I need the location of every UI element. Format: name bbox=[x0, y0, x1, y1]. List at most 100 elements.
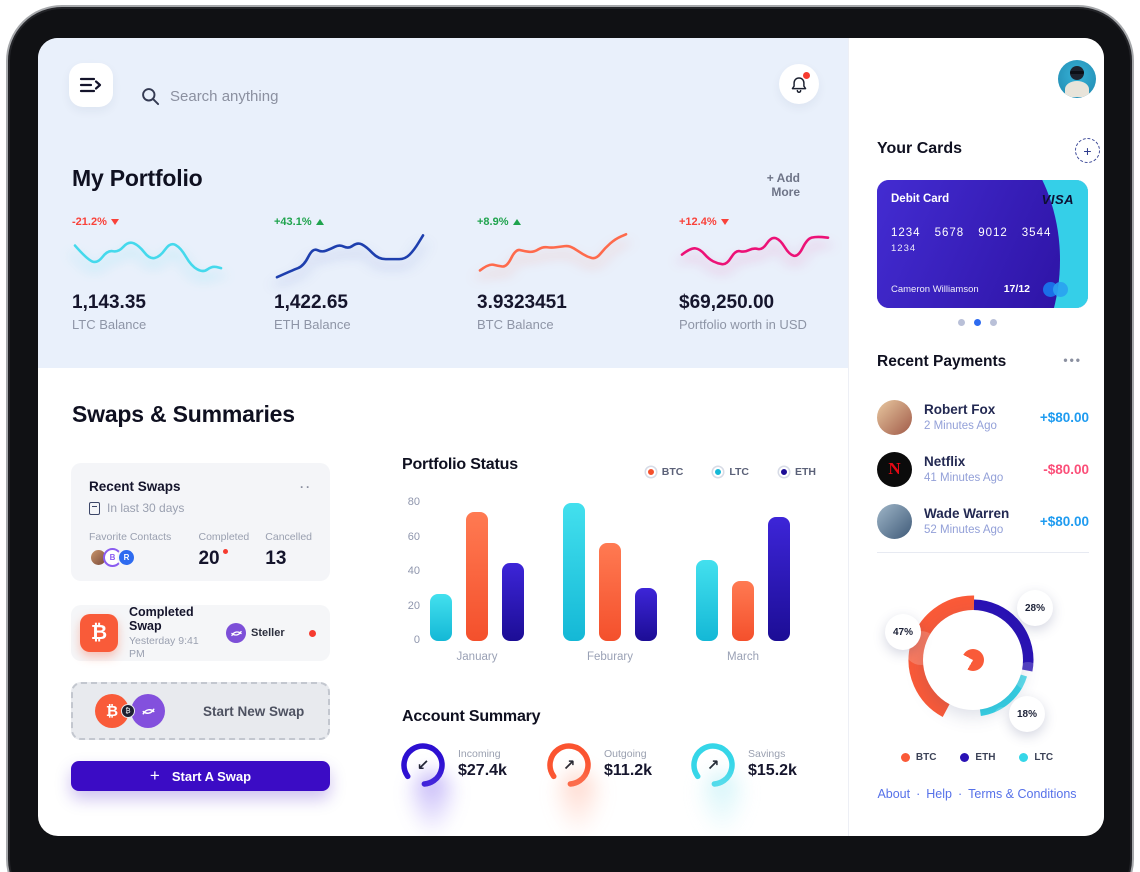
page-dot-active[interactable] bbox=[973, 319, 981, 326]
menu-button[interactable] bbox=[69, 63, 113, 107]
down-arrow-icon bbox=[720, 219, 729, 225]
donut-highlight bbox=[994, 707, 1012, 725]
legend-dot bbox=[900, 753, 910, 762]
legend-dot bbox=[960, 753, 970, 762]
card-number: 1234 5678 9012 3544 bbox=[891, 227, 1052, 239]
summary-savings: ↗ Savings $15.2k bbox=[690, 742, 832, 836]
user-avatar[interactable] bbox=[1058, 60, 1096, 98]
completed-swap-card[interactable]: ₿ Completed Swap Yesterday 9:41 PM Stell… bbox=[71, 605, 330, 661]
balance-card-eth[interactable]: +43.1% 1,422.65 ETH Balance bbox=[274, 216, 450, 348]
completed-swap-title: Completed Swap bbox=[129, 604, 194, 633]
add-card-button[interactable]: + bbox=[1075, 138, 1100, 163]
summary-outgoing: ↗ Outgoing $11.2k bbox=[546, 742, 688, 836]
ltc-sparkline bbox=[72, 232, 224, 284]
bar-eth[interactable] bbox=[502, 563, 524, 641]
period-row: In last 30 days bbox=[89, 501, 312, 515]
terms-link[interactable]: Terms & Conditions bbox=[968, 787, 1077, 801]
down-left-arrow-icon: ↙ bbox=[416, 757, 430, 774]
recent-swaps-menu[interactable]: ·· bbox=[300, 479, 312, 494]
month-label: March bbox=[727, 651, 759, 663]
your-cards-title: Your Cards bbox=[877, 140, 963, 157]
payment-amount: -$80.00 bbox=[1043, 461, 1089, 477]
help-link[interactable]: Help bbox=[926, 787, 952, 801]
payment-time: 41 Minutes Ago bbox=[924, 472, 1004, 484]
bar-ltc[interactable] bbox=[563, 503, 585, 641]
balance-label: LTC Balance bbox=[72, 317, 147, 332]
netflix-icon: N bbox=[877, 451, 912, 487]
swap-pair-icons: ₿ ₿ bbox=[95, 693, 165, 729]
payment-row[interactable]: Wade Warren 52 Minutes Ago +$80.00 bbox=[877, 498, 1089, 544]
month-label: January bbox=[456, 651, 498, 663]
recent-payments-menu[interactable]: ••• bbox=[1063, 353, 1082, 367]
change-percent: +12.4% bbox=[679, 216, 855, 228]
avatar-body bbox=[1065, 81, 1089, 97]
balance-label: BTC Balance bbox=[477, 317, 554, 332]
stellar-icon bbox=[131, 694, 165, 728]
payment-name: Robert Fox bbox=[924, 402, 996, 417]
legend-item-btc[interactable]: BTC bbox=[645, 466, 683, 478]
y-axis-tick: 80 bbox=[407, 496, 420, 508]
app-screen: My Portfolio + Add More -21.2% 1,143.35 … bbox=[38, 38, 1104, 836]
bitcoin-mini-icon: ₿ bbox=[121, 704, 135, 718]
donut-legend-item-ltc[interactable]: LTC bbox=[1019, 752, 1053, 763]
page-dot[interactable] bbox=[989, 319, 997, 326]
glow bbox=[550, 772, 606, 836]
partner-name: Steller bbox=[251, 627, 285, 639]
balance-label: ETH Balance bbox=[274, 317, 351, 332]
balance-card-ltc[interactable]: -21.2% 1,143.35 LTC Balance bbox=[72, 216, 248, 348]
section-title-swaps: Swaps & Summaries bbox=[72, 401, 295, 427]
donut-label-ltc: 18% bbox=[1009, 696, 1045, 732]
payment-name: Wade Warren bbox=[924, 506, 1010, 521]
bar-eth[interactable] bbox=[635, 587, 657, 641]
start-a-swap-label: Start A Swap bbox=[171, 768, 252, 784]
bar-group bbox=[563, 503, 657, 641]
bar-eth[interactable] bbox=[768, 516, 790, 641]
balance-value: $69,250.00 bbox=[679, 292, 775, 313]
notifications-button[interactable] bbox=[779, 64, 819, 104]
bar-btc[interactable] bbox=[599, 542, 621, 641]
legend-item-ltc[interactable]: LTC bbox=[713, 466, 749, 478]
favorite-contacts[interactable]: B R bbox=[89, 548, 198, 567]
add-more-button[interactable]: + Add More bbox=[766, 171, 800, 199]
bar-plot-area bbox=[430, 503, 810, 641]
cancelled-count: 13 bbox=[265, 548, 287, 569]
incoming-ring: ↙ bbox=[400, 742, 460, 836]
search-input[interactable] bbox=[170, 87, 410, 105]
start-new-swap-card[interactable]: ₿ ₿ Start New Swap bbox=[71, 682, 330, 740]
balance-card-usd[interactable]: +12.4% $69,250.00 Portfolio worth in USD bbox=[679, 216, 855, 348]
search-bar[interactable] bbox=[141, 82, 441, 110]
donut-label-btc: 47% bbox=[885, 614, 921, 650]
start-a-swap-button[interactable]: + Start A Swap bbox=[71, 761, 330, 791]
legend-item-eth[interactable]: ETH bbox=[779, 466, 816, 478]
y-axis-tick: 0 bbox=[413, 634, 420, 646]
bar-btc[interactable] bbox=[732, 580, 754, 641]
up-arrow-icon bbox=[315, 219, 324, 225]
about-link[interactable]: About bbox=[877, 787, 911, 801]
balance-card-btc[interactable]: +8.9% 3.9323451 BTC Balance bbox=[477, 216, 653, 348]
page-title: My Portfolio bbox=[72, 165, 203, 191]
donut-legend-item-btc[interactable]: BTC bbox=[900, 752, 936, 763]
donut-legend-item-eth[interactable]: ETH bbox=[960, 752, 995, 763]
account-summary-title: Account Summary bbox=[402, 708, 541, 725]
bell-icon bbox=[791, 76, 807, 93]
allocation-donut-chart: 47% 28% 18% bbox=[883, 570, 1063, 750]
y-axis-tick: 60 bbox=[407, 530, 420, 543]
payment-row[interactable]: Robert Fox 2 Minutes Ago +$80.00 bbox=[877, 394, 1089, 440]
divider bbox=[877, 552, 1089, 553]
bar-ltc[interactable] bbox=[430, 594, 452, 641]
sidebar-footer: About · Help · Terms & Conditions bbox=[877, 787, 1077, 801]
legend-dot bbox=[713, 467, 724, 477]
page-dot[interactable] bbox=[957, 319, 965, 326]
status-dot bbox=[309, 629, 316, 637]
right-sidebar: Your Cards + Debit Card VISA 1234 5678 9… bbox=[848, 38, 1104, 836]
bar-ltc[interactable] bbox=[696, 559, 718, 641]
savings-value: $15.2k bbox=[748, 762, 797, 779]
contact-avatar[interactable]: R bbox=[117, 548, 136, 567]
outgoing-value: $11.2k bbox=[604, 762, 653, 779]
payment-row[interactable]: N Netflix 41 Minutes Ago -$80.00 bbox=[877, 446, 1089, 492]
payment-avatar bbox=[877, 503, 912, 539]
bar-btc[interactable] bbox=[466, 511, 488, 641]
visa-logo: VISA bbox=[1041, 192, 1074, 207]
card-deco bbox=[877, 180, 1060, 308]
debit-card[interactable]: Debit Card VISA 1234 5678 9012 3544 1234… bbox=[877, 180, 1088, 308]
